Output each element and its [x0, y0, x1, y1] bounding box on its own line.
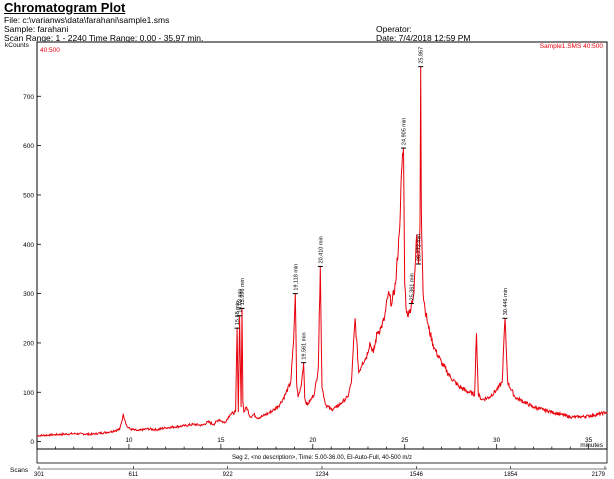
y-tick-label: 200: [23, 340, 34, 347]
chromatogram-trace: [37, 66, 608, 438]
peak-label: 19.561 min: [302, 332, 308, 359]
y-unit-label: kCounts: [5, 42, 30, 49]
y-tick-label: 700: [23, 94, 34, 101]
peak-label: 25.361 min: [409, 273, 415, 300]
ion-label: 40:500: [40, 47, 60, 54]
file-path: File: c:\varianws\data\farahani\sample1.…: [4, 15, 170, 25]
operator-label: Operator:: [376, 24, 412, 34]
y-tick-label: 100: [23, 390, 34, 397]
page-title: Chromatogram Plot: [4, 0, 126, 15]
peak-label: 19.118 min: [293, 264, 299, 291]
peak-label: 16.03 min: [238, 289, 244, 313]
peak-label: 30.446 min: [503, 288, 509, 315]
y-tick-label: 500: [23, 192, 34, 199]
peak-label: 25.867: [419, 47, 425, 64]
x-tick-label: 10: [125, 437, 133, 444]
scan-tick-label: 922: [223, 472, 234, 478]
segment-footer-box: [36, 448, 608, 464]
scan-tick-label: 1234: [315, 472, 329, 478]
x-tick-label: 30: [493, 437, 501, 444]
peak-label: 25.772 min: [417, 234, 423, 261]
date-label: Date: 7/4/2018 12:59 PM: [376, 33, 471, 43]
y-tick-label: 0: [30, 439, 34, 446]
scan-tick-label: 301: [34, 472, 45, 478]
trace-label: Sample1.SMS 40:500: [540, 43, 604, 50]
y-tick-label: 400: [23, 242, 34, 249]
scan-tick-label: 611: [129, 472, 139, 478]
peak-label: 24.905 min: [401, 118, 407, 145]
x-tick-label: 15: [217, 437, 225, 444]
sample-name: Sample: farahani: [4, 24, 69, 34]
x-tick-label: 25: [401, 437, 409, 444]
y-tick-label: 300: [23, 291, 34, 298]
y-tick-label: 600: [23, 143, 34, 150]
scan-tick-label: 2179: [592, 472, 606, 478]
peak-label: 15.996 min: [240, 278, 246, 305]
peak-label: 15.88 min: [235, 301, 241, 325]
scan-range: Scan Range: 1 - 2240 Time Range: 0.00 - …: [4, 33, 204, 43]
scan-tick-label: 1854: [504, 472, 518, 478]
x-unit-label: minutes: [580, 442, 604, 449]
x-tick-label: 35: [585, 437, 593, 444]
segment-footer-label: Seg 2, <no description>, Time: 5.00-36.0…: [232, 455, 412, 461]
scan-tick-label: 1546: [410, 472, 424, 478]
x-tick-label: 20: [309, 437, 317, 444]
scans-label: Scans: [10, 467, 29, 474]
peak-label: 20.410 min: [318, 236, 324, 263]
